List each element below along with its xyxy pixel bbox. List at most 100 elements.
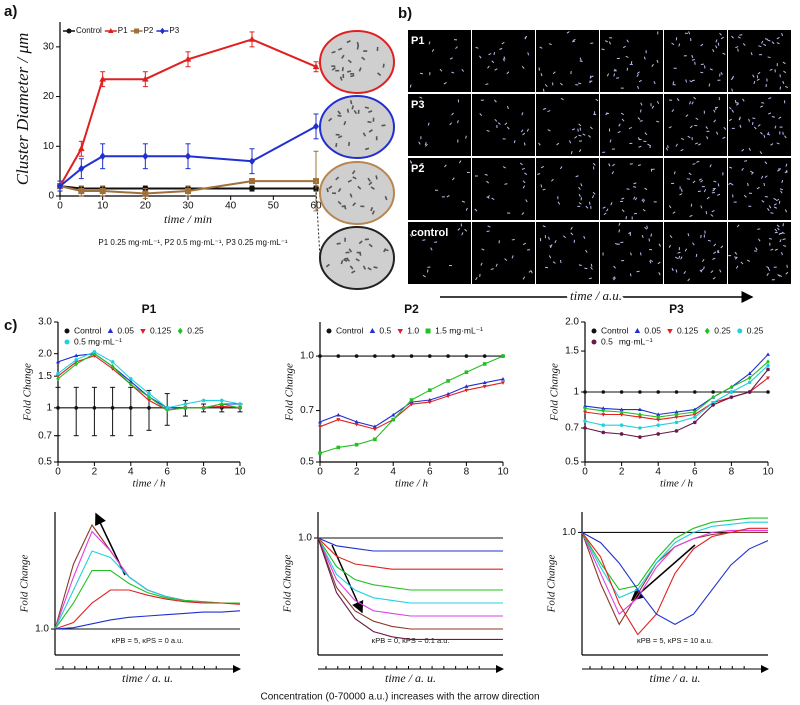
cell	[606, 73, 610, 77]
marker	[110, 406, 115, 410]
cell	[776, 36, 780, 40]
cell	[578, 264, 582, 267]
cell	[458, 160, 462, 164]
marker	[128, 379, 133, 383]
cell	[593, 113, 597, 116]
marker	[142, 190, 149, 197]
marker	[142, 152, 149, 161]
cell	[774, 228, 778, 232]
connector	[315, 188, 321, 259]
cell	[761, 200, 765, 203]
cell	[638, 79, 642, 83]
cell	[560, 97, 564, 101]
y-tick-label: 2.0	[565, 317, 579, 328]
cell	[650, 233, 653, 237]
cell	[713, 243, 717, 247]
bacterium	[368, 110, 373, 114]
cell	[766, 272, 769, 276]
cell	[690, 203, 693, 207]
cell	[431, 48, 435, 53]
series-line	[54, 530, 240, 630]
marker	[446, 379, 450, 383]
cell	[602, 206, 606, 209]
cell	[719, 269, 722, 273]
cell	[592, 162, 596, 166]
marker	[201, 398, 206, 403]
y-tick-label: 0.7	[38, 430, 52, 441]
cell	[424, 142, 427, 146]
cell	[763, 134, 766, 138]
marker	[159, 27, 165, 35]
cell	[734, 251, 738, 255]
bacterium	[358, 240, 363, 245]
micrograph	[408, 94, 471, 156]
cell	[785, 163, 788, 167]
cell	[615, 243, 619, 245]
y-tick-label: 0.5	[300, 457, 314, 468]
series-line	[581, 531, 769, 626]
x-axis-label: time / h	[395, 478, 428, 490]
marker	[693, 390, 697, 394]
cell	[548, 255, 552, 259]
cell	[578, 123, 582, 127]
bacterium	[375, 175, 378, 180]
legend-label: 0.5	[379, 325, 391, 335]
marker	[428, 388, 432, 392]
cell	[548, 43, 552, 46]
cell	[507, 105, 509, 110]
y-axis-label: Fold Change	[549, 363, 561, 422]
cell	[768, 97, 772, 100]
cell	[716, 250, 720, 254]
cell	[504, 183, 508, 185]
cell	[706, 136, 709, 140]
cell	[742, 43, 746, 46]
cell	[409, 234, 413, 238]
cell	[646, 225, 649, 229]
cell	[542, 107, 547, 110]
cell	[610, 202, 613, 206]
cell	[776, 224, 780, 228]
marker	[619, 390, 624, 394]
cell	[691, 54, 694, 59]
x-tick-label: 8	[201, 467, 207, 478]
y-tick-label: 10	[43, 141, 55, 152]
marker	[249, 157, 255, 166]
bacterium	[335, 176, 340, 181]
cell	[449, 57, 453, 60]
marker	[637, 415, 642, 420]
cell	[692, 180, 696, 184]
marker	[583, 410, 587, 415]
bacterium	[370, 206, 374, 212]
marker	[766, 390, 770, 394]
cell	[461, 68, 465, 72]
cell	[497, 122, 501, 125]
marker	[107, 328, 114, 333]
cell	[773, 203, 777, 206]
cell	[719, 32, 722, 36]
marker	[766, 367, 770, 372]
x-axis-label: time / h	[660, 478, 693, 490]
marker	[326, 328, 332, 334]
series-line	[317, 537, 503, 630]
micrograph	[728, 222, 791, 284]
marker	[409, 398, 414, 402]
cell	[628, 126, 632, 130]
cell	[735, 265, 739, 269]
cell	[637, 137, 641, 141]
cell	[590, 42, 594, 45]
marker	[220, 398, 224, 403]
panel-label: c)	[4, 317, 17, 334]
cell	[513, 140, 516, 144]
y-tick-label: 30	[43, 41, 55, 52]
cell	[720, 36, 724, 40]
x-tick-label: 40	[225, 201, 237, 212]
marker	[464, 384, 469, 388]
cell	[712, 188, 716, 192]
panel-label: b)	[398, 5, 412, 22]
cell	[767, 208, 770, 211]
bacterium	[353, 109, 358, 115]
series-line	[54, 569, 240, 630]
cell	[503, 56, 506, 60]
series-line	[584, 354, 769, 416]
marker	[409, 402, 414, 407]
